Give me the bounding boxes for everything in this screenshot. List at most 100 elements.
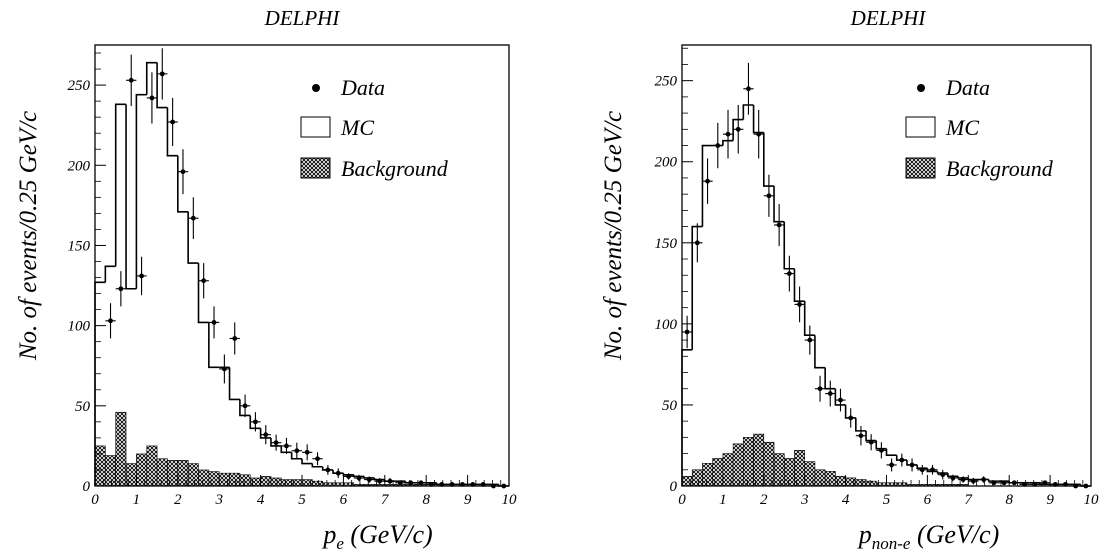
background-bar [156, 458, 168, 487]
data-point [208, 306, 220, 339]
data-marker [139, 273, 144, 279]
background-bar [94, 445, 106, 487]
data-marker [766, 193, 772, 199]
data-point [146, 72, 158, 124]
data-marker [211, 320, 217, 325]
x-tick-label: 2 [174, 492, 182, 508]
data-point [937, 469, 948, 480]
legend-data-marker [917, 84, 925, 92]
data-marker [1001, 480, 1007, 486]
data-point [682, 315, 693, 349]
data-point [978, 476, 989, 483]
data-point [167, 97, 178, 147]
background-bar [115, 411, 127, 487]
x-tick-label: 5 [883, 492, 891, 508]
data-point [260, 425, 271, 445]
data-point [896, 453, 907, 467]
data-marker [960, 477, 966, 482]
data-point [733, 104, 744, 154]
mc-bin [885, 448, 897, 456]
data-point [998, 480, 1010, 486]
mc-bin [824, 367, 836, 390]
legend-data-label: Data [340, 75, 385, 100]
background-bar [732, 443, 744, 487]
x-axis-label: pnon-e (GeV/c) [857, 520, 1000, 552]
x-tick-label: 1 [719, 492, 727, 508]
x-tick-label: 6 [340, 492, 348, 508]
data-marker [725, 131, 731, 137]
mc-bin [104, 265, 116, 283]
background-bar [804, 461, 816, 487]
data-point [906, 458, 918, 472]
data-point [333, 468, 344, 478]
data-point [876, 442, 887, 459]
data-point [743, 62, 754, 115]
data-marker [807, 337, 813, 343]
data-marker [971, 478, 976, 484]
data-point [947, 474, 959, 482]
y-tick-label: 50 [75, 399, 91, 415]
background-bar [712, 458, 724, 487]
data-marker [201, 278, 207, 284]
data-point [219, 354, 230, 384]
y-tick-label: 100 [655, 317, 678, 333]
data-point [177, 149, 189, 195]
data-marker [108, 318, 113, 324]
x-tick-label: 0 [91, 492, 99, 508]
data-point [774, 203, 785, 247]
data-marker [735, 126, 741, 132]
x-axis-label-subscript: e [336, 534, 344, 552]
background-bar [270, 477, 282, 487]
data-point [115, 271, 127, 307]
background-bar [301, 479, 313, 487]
plot-frame [94, 44, 510, 487]
data-point [804, 325, 815, 355]
legend-mc-label: MC [340, 115, 374, 140]
data-marker [705, 178, 710, 184]
data-marker [304, 449, 310, 455]
x-tick-label: 0 [678, 492, 686, 508]
data-point [353, 474, 365, 482]
mc-bin [763, 132, 775, 187]
data-marker [991, 480, 997, 486]
background-bar [167, 460, 179, 487]
data-marker [797, 302, 802, 307]
data-marker [128, 77, 134, 83]
data-point [136, 256, 147, 296]
background-bar [260, 476, 272, 487]
mc-bin [197, 263, 209, 324]
background-bar [743, 437, 754, 487]
background-bar [177, 460, 189, 487]
data-point [917, 464, 928, 475]
x-tick-label: 9 [464, 492, 472, 508]
y-tick-label: 250 [655, 74, 678, 90]
legend-mc-swatch [905, 116, 936, 138]
data-marker [221, 366, 227, 372]
data-point [281, 437, 292, 454]
background-bar [291, 479, 303, 487]
data-point [712, 122, 723, 169]
background-bar [208, 471, 220, 487]
y-tick-label: 50 [662, 398, 678, 414]
mc-bin [239, 399, 251, 417]
y-tick-label: 100 [68, 319, 91, 335]
data-marker [253, 419, 258, 425]
data-point [784, 255, 795, 292]
legend-background-label: Background [946, 156, 1054, 181]
background-bar [855, 479, 867, 487]
data-point [825, 380, 836, 407]
data-point [250, 412, 261, 432]
background-bar [187, 463, 199, 487]
y-tick-label: 0 [83, 479, 91, 495]
legend-data-label: Data [945, 75, 990, 100]
x-tick-label: 7 [965, 492, 974, 508]
data-point [312, 452, 323, 466]
data-marker [981, 477, 987, 482]
data-point [753, 109, 764, 159]
mc-bin [259, 428, 271, 439]
data-marker [746, 86, 751, 92]
x-tick-label: 1 [133, 492, 141, 508]
y-tick-label: 200 [68, 158, 91, 174]
y-axis-label: No. of events/0.25 GeV/c [600, 111, 627, 361]
mc-bin [114, 103, 127, 267]
